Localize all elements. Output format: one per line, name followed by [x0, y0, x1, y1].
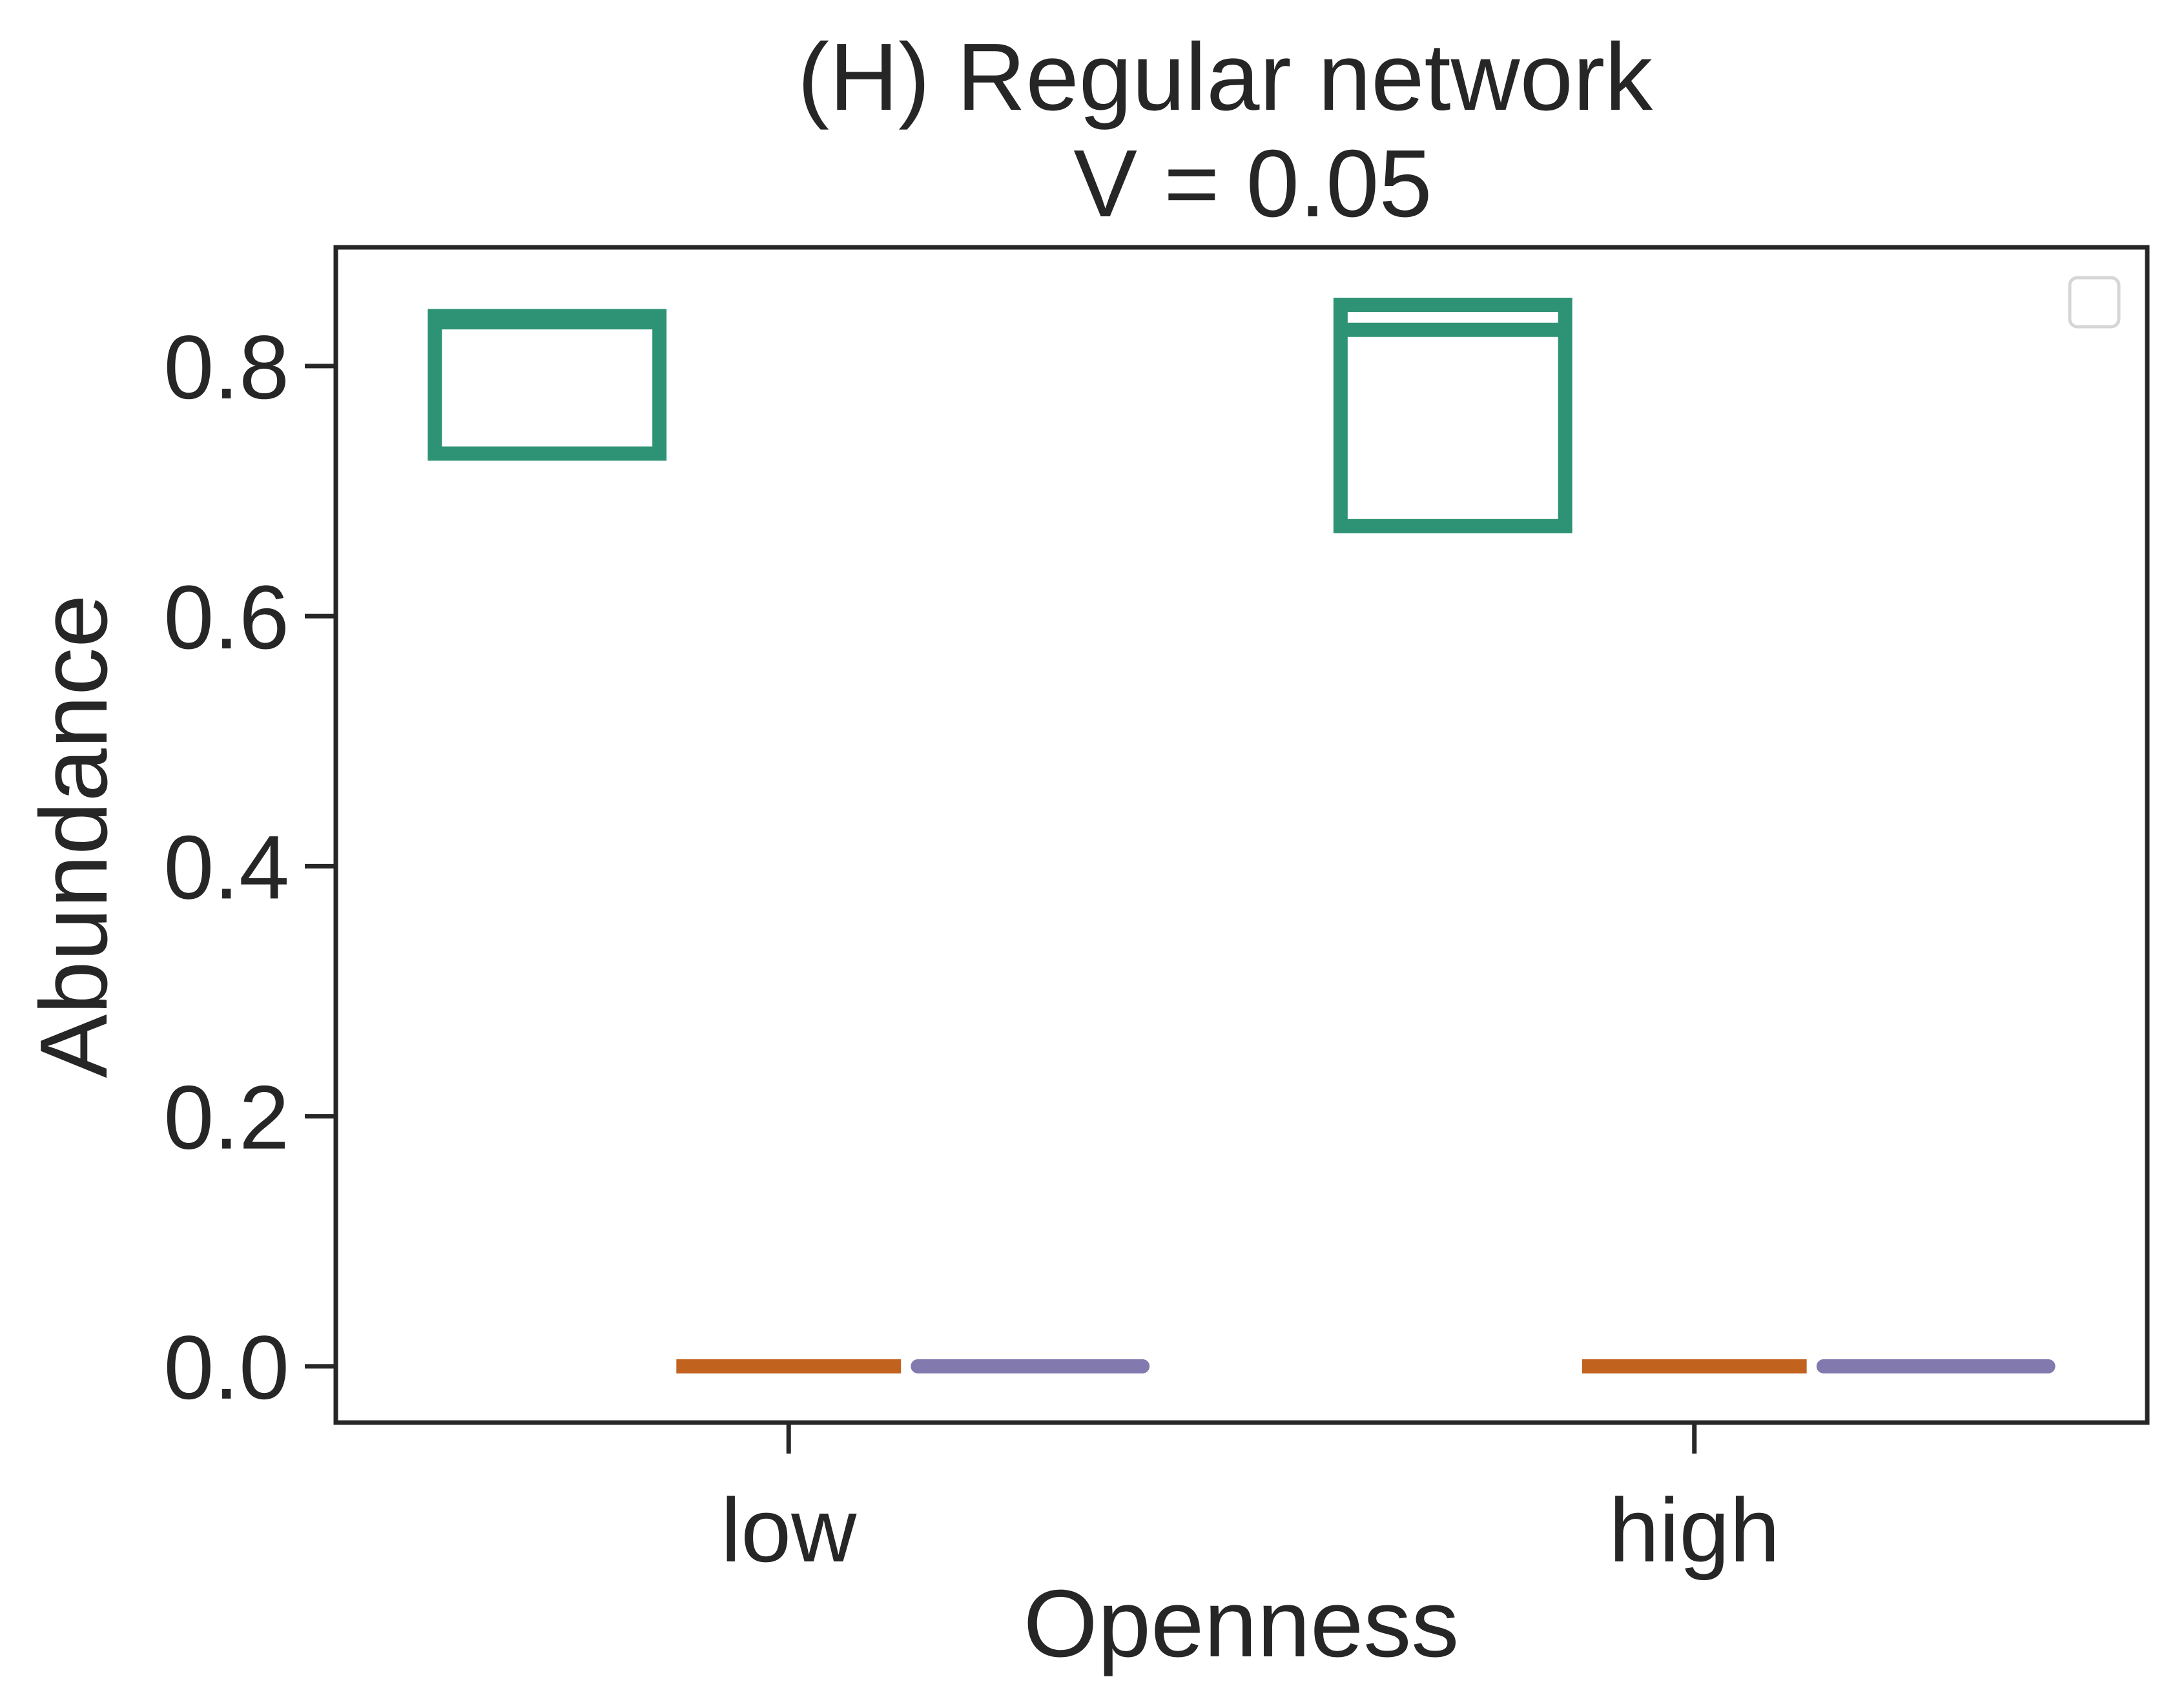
- x-axis: low high: [721, 1423, 1780, 1581]
- x-tick-label-high: high: [1609, 1479, 1780, 1581]
- y-tick-label: 0.8: [163, 316, 289, 418]
- chart-subtitle: V = 0.05: [1073, 130, 1432, 237]
- box-0-high: [1333, 298, 1572, 533]
- box-layer: [428, 298, 2056, 1374]
- y-tick-label: 0.2: [163, 1067, 289, 1168]
- x-axis-label: Openness: [1024, 1570, 1459, 1677]
- plot-frame: [333, 245, 2150, 1425]
- chart-title: (H) Regular network: [798, 24, 1653, 130]
- x-tick-label-low: low: [721, 1479, 857, 1581]
- y-axis-label: Abundance: [21, 595, 127, 1078]
- y-tick-label: 0.0: [163, 1317, 289, 1418]
- y-tick-label: 0.4: [163, 816, 289, 918]
- y-tick-label: 0.6: [163, 566, 289, 668]
- legend-box: [2068, 276, 2121, 329]
- box-0-low: [428, 309, 667, 461]
- y-axis: 0.0 0.2 0.4 0.6 0.8: [163, 316, 336, 1418]
